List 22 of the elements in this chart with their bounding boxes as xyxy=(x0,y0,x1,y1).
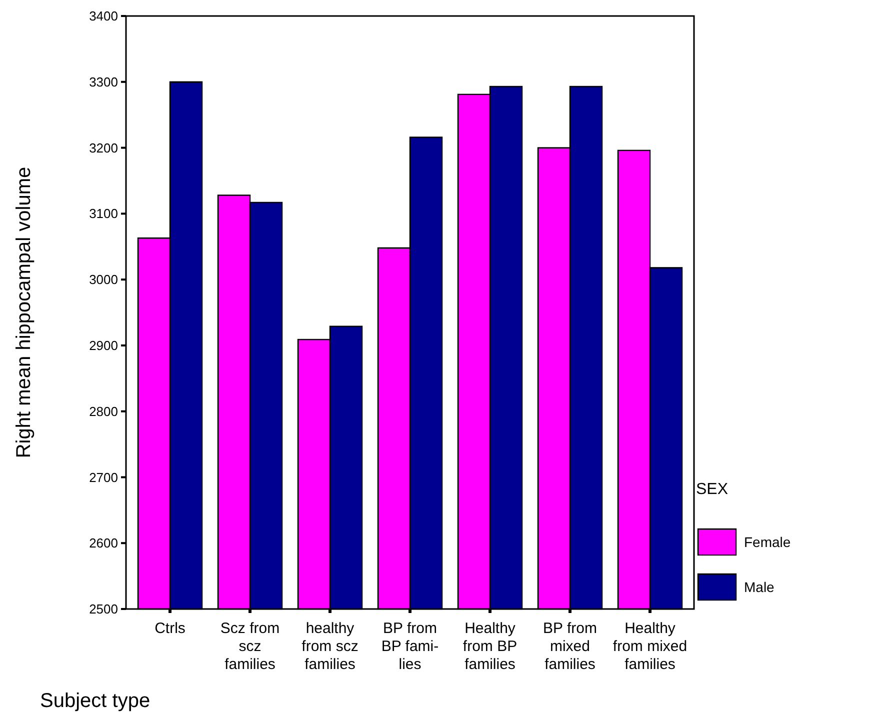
y-axis-title: Right mean hippocampal volume xyxy=(13,166,35,458)
y-tick-label: 3400 xyxy=(89,8,118,24)
y-tick-label: 3100 xyxy=(89,206,118,222)
y-tick-label: 2500 xyxy=(89,602,118,617)
x-tick-label: BP from BP fami- lies xyxy=(381,620,439,673)
x-tick-label: Healthy from mixed families xyxy=(612,620,688,673)
legend-title: SEX xyxy=(696,481,728,498)
y-tick-label: 2800 xyxy=(89,404,118,419)
x-tick-label: Healthy from BP families xyxy=(462,620,518,673)
y-tick-label: 3200 xyxy=(89,140,118,156)
x-tick-label: Ctrls xyxy=(154,620,186,637)
y-tick-label: 3300 xyxy=(89,74,118,90)
y-tick-label: 2600 xyxy=(89,536,118,551)
legend-label: Female xyxy=(744,534,791,550)
x-tick-label: BP from mixed families xyxy=(543,620,597,673)
y-tick-label: 2900 xyxy=(89,338,118,353)
x-tick-label: healthy from scz families xyxy=(302,620,358,673)
x-axis-title: Subject type xyxy=(40,690,150,712)
legend-label: Male xyxy=(744,578,775,595)
y-tick-label: 2700 xyxy=(89,470,118,485)
x-tick-label: Scz from scz families xyxy=(220,620,280,673)
y-tick-label: 3000 xyxy=(89,272,118,288)
